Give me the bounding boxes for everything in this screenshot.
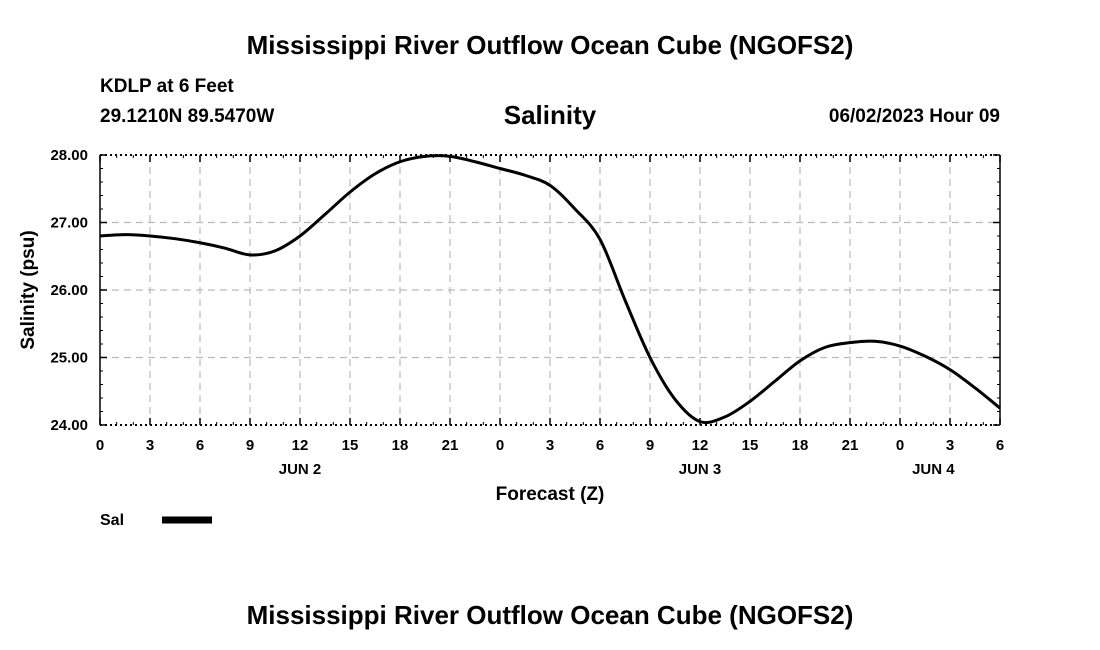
x-tick-label: 12 [292,437,309,454]
x-tick-label: 18 [392,437,409,454]
y-tick-label: 25.00 [50,350,88,367]
x-tick-label: 3 [546,437,554,454]
x-tick-label: 9 [246,437,254,454]
legend-label: Sal [100,512,124,529]
x-tick-label: 9 [646,437,654,454]
x-tick-label: 0 [496,437,504,454]
x-axis-title: Forecast (Z) [496,484,605,505]
chart-grid [100,155,1000,425]
y-tick-label: 28.00 [50,147,88,164]
station-label: KDLP at 6 Feet [100,76,234,97]
x-tick-label: 6 [596,437,604,454]
y-tick-label: 27.00 [50,215,88,232]
date-label: JUN 4 [912,461,955,478]
chart-title: Salinity [503,100,597,130]
legend: Sal [100,512,212,529]
page-title: Mississippi River Outflow Ocean Cube (NG… [246,30,854,60]
x-tick-label: 3 [946,437,954,454]
x-tick-label: 0 [96,437,104,454]
series-line-sal [99,154,1001,425]
series-group [99,154,1001,425]
x-tick-label: 0 [896,437,904,454]
x-tick-label: 18 [792,437,809,454]
y-axis-title: Salinity (psu) [18,230,39,349]
page-title-repeat: Mississippi River Outflow Ocean Cube (NG… [246,600,854,630]
x-tick-label: 6 [996,437,1004,454]
y-axis-ticks: 24.00 25.00 26.00 27.00 28.00 [50,147,1000,434]
x-tick-label: 12 [692,437,709,454]
x-tick-label: 21 [442,437,459,454]
y-tick-label: 26.00 [50,282,88,299]
x-tick-label: 15 [342,437,359,454]
date-label: JUN 3 [679,461,722,478]
x-tick-label: 3 [146,437,154,454]
x-tick-label: 15 [742,437,759,454]
coordinates-label: 29.1210N 89.5470W [100,106,275,127]
x-tick-label: 21 [842,437,859,454]
x-tick-label: 6 [196,437,204,454]
y-tick-label: 24.00 [50,417,88,434]
date-label: JUN 2 [279,461,322,478]
forecast-datetime: 06/02/2023 Hour 09 [828,106,1000,127]
x-axis-ticks: 0 3 6 9 12 15 18 21 0 3 6 9 12 15 18 21 0 3 6 [96,155,1004,454]
date-labels: JUN 2 JUN 3 JUN 4 [279,461,956,478]
